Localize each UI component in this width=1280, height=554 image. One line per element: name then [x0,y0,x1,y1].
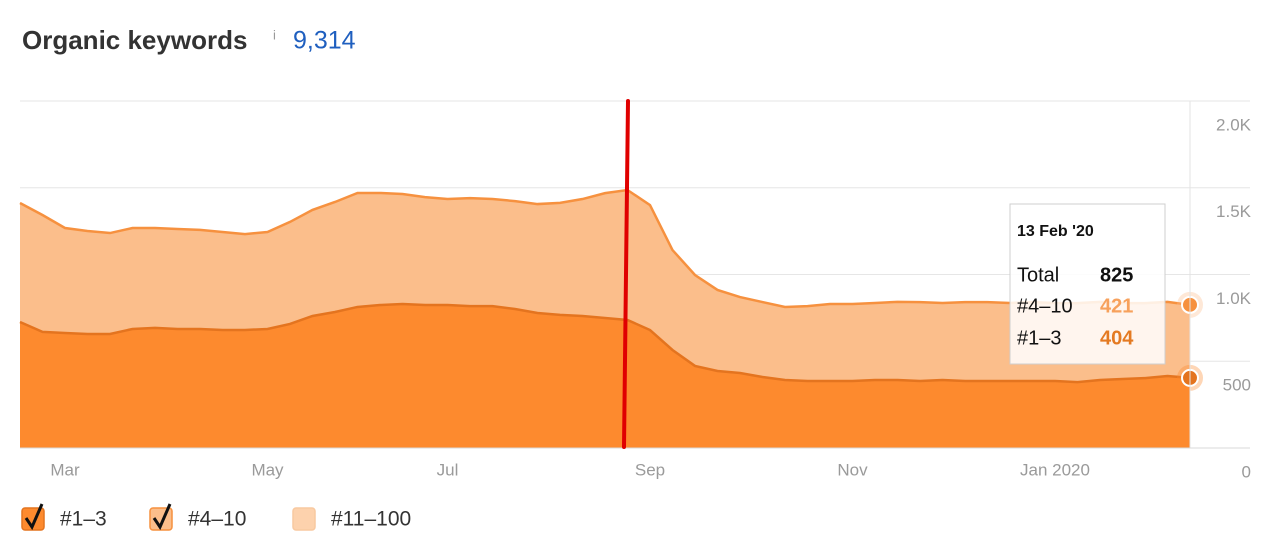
tooltip-value: 825 [1100,264,1133,286]
y-tick-label: 0 [1242,462,1251,481]
area [20,303,1190,448]
area-line [19,302,1191,384]
headline-value: 9,314 [293,27,356,55]
info-icon[interactable]: i [273,27,276,42]
x-tick-label: Nov [837,460,868,479]
legend-label[interactable]: #11–100 [331,508,411,531]
plot [19,188,1203,448]
legend: #1–3 #4–10 #11–100 [21,503,411,531]
x-tick-label: Mar [50,460,80,479]
x-tick-label: Jul [437,460,459,479]
tooltip-date: 13 Feb '20 [1017,223,1094,240]
y-tick-label: 1.5K [1216,202,1252,221]
tooltip-label: #1–3 [1017,327,1062,349]
x-tick-label: Jan 2020 [1020,460,1090,479]
tooltip-box [1009,203,1166,365]
tooltip-value: 421 [1100,295,1133,317]
tooltip-label: Total [1017,264,1059,286]
chart-title: Organic keywords [22,25,247,55]
y-tick-label: 2.0K [1216,115,1252,134]
y-tick-label: 1.0K [1216,289,1252,308]
area-line [19,188,1191,309]
legend-checkbox[interactable] [292,507,316,531]
legend-check [152,503,172,531]
area [20,190,1190,383]
x-tick-label: Sep [635,460,665,479]
legend-check [24,503,44,531]
legend-label[interactable]: #1–3 [60,508,107,531]
tooltip-label: #4–10 [1017,295,1073,317]
grid: 0 500 1.0K 1.5K 2.0K Mar May Jul Sep Nov Jan 2020 [20,100,1252,481]
x-tick-label: May [251,460,284,479]
legend-label[interactable]: #4–10 [188,508,246,531]
tooltip-value: 404 [1100,327,1134,349]
tooltip: 13 Feb '20 Total 825 #4–10 421 #1–3 404 [1009,203,1166,365]
annotation-line [622,99,630,449]
y-tick-label: 500 [1223,376,1251,395]
